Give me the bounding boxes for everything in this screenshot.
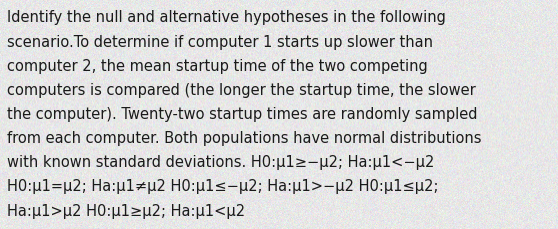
Text: Identify the null and alternative hypotheses in the following: Identify the null and alternative hypoth… xyxy=(7,10,446,25)
Text: scenario.To determine if computer 1 starts up slower than: scenario.To determine if computer 1 star… xyxy=(7,34,432,49)
Text: computers is compared (the longer the startup time, the slower: computers is compared (the longer the st… xyxy=(7,82,475,97)
Text: computer 2, the mean startup time of the two competing: computer 2, the mean startup time of the… xyxy=(7,58,427,73)
Text: with known standard deviations. H0:μ1≥−μ2; Ha:μ1<−μ2: with known standard deviations. H0:μ1≥−μ… xyxy=(7,155,434,169)
Text: from each computer. Both populations have normal distributions: from each computer. Both populations hav… xyxy=(7,131,481,145)
Text: H0:μ1=μ2; Ha:μ1≠μ2 H0:μ1≤−μ2; Ha:μ1>−μ2 H0:μ1≤μ2;: H0:μ1=μ2; Ha:μ1≠μ2 H0:μ1≤−μ2; Ha:μ1>−μ2 … xyxy=(7,179,438,194)
Text: Ha:μ1>μ2 H0:μ1≥μ2; Ha:μ1<μ2: Ha:μ1>μ2 H0:μ1≥μ2; Ha:μ1<μ2 xyxy=(7,203,245,218)
Text: the computer). Twenty-two startup times are randomly sampled: the computer). Twenty-two startup times … xyxy=(7,106,477,121)
